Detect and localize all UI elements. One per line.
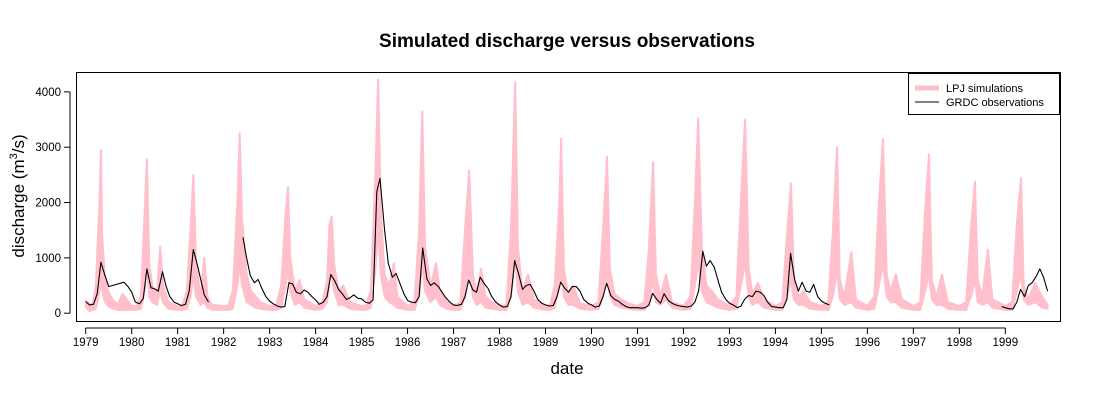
x-tick-label: 1998 [947, 337, 973, 349]
x-tick-label: 1982 [211, 337, 237, 349]
x-tick-label: 1999 [993, 337, 1019, 349]
y-tick-label: 3000 [35, 142, 61, 154]
plot-area [84, 78, 1049, 312]
observation-series-line-1 [242, 177, 830, 309]
chart-title: Simulated discharge versus observations [379, 31, 755, 52]
legend-box [908, 73, 1060, 115]
x-tick-label: 1995 [809, 337, 835, 349]
x-tick-label: 1985 [349, 337, 375, 349]
x-tick-label: 1984 [303, 337, 329, 349]
simulation-series-band [84, 78, 1049, 312]
x-tick-label: 1986 [395, 337, 421, 349]
x-tick-label: 1987 [441, 337, 467, 349]
x-tick-label: 1997 [901, 337, 927, 349]
plot-frame [76, 72, 1061, 322]
y-axis-label-main: discharge (m [9, 159, 28, 257]
x-axis: 1979 1980 1981 1982 1983 1984 1985 1986 1987 1988… [73, 327, 1019, 349]
y-axis-label-unit: /s) [9, 134, 28, 153]
legend-label-simulations: LPJ simulations [946, 83, 1024, 95]
y-tick-label: 4000 [35, 87, 61, 99]
x-tick-label: 1990 [579, 337, 605, 349]
y-axis-label-superscript: 3 [8, 153, 20, 159]
x-tick-label: 1996 [855, 337, 881, 349]
x-tick-label: 1992 [671, 337, 697, 349]
y-axis-label: discharge (m3/s) [8, 134, 28, 257]
legend-label-observations: GRDC observations [946, 97, 1044, 109]
y-tick-label: 0 [55, 308, 61, 320]
x-tick-label: 1991 [625, 337, 651, 349]
x-tick-label: 1979 [73, 337, 99, 349]
y-tick-label: 2000 [35, 198, 61, 210]
x-tick-label: 1988 [487, 337, 513, 349]
legend: LPJ simulations GRDC observations [908, 73, 1060, 115]
x-tick-label: 1989 [533, 337, 559, 349]
y-axis: 0 1000 2000 3000 4000 [35, 87, 71, 320]
x-axis-label: date [550, 359, 583, 378]
x-tick-label: 1981 [165, 337, 191, 349]
x-tick-label: 1994 [763, 337, 789, 349]
x-tick-label: 1980 [119, 337, 145, 349]
x-tick-label: 1993 [717, 337, 743, 349]
y-tick-label: 1000 [35, 253, 61, 265]
observation-series-line-2 [1001, 268, 1049, 310]
observation-series-line-0 [85, 249, 209, 307]
x-tick-label: 1983 [257, 337, 283, 349]
